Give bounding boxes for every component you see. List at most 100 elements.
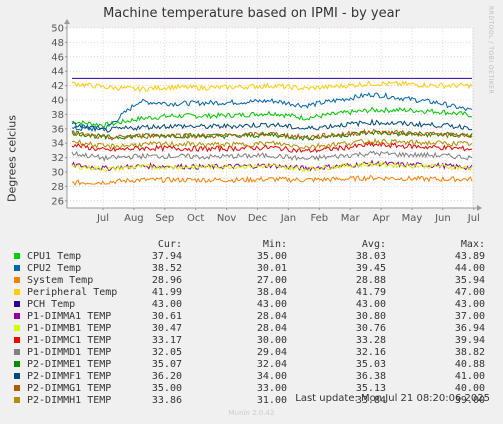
y-tick-label: 48: [51, 38, 64, 49]
legend-swatch: [14, 289, 20, 295]
legend-avg-value: 39.45: [355, 263, 386, 274]
legend-row: P2-DIMMH1 TEMP 33.86 31.00 33.84 39.00: [0, 395, 503, 407]
chart-title: Machine temperature based on IPMI - by y…: [103, 6, 400, 21]
legend-max-value: 38.82: [454, 347, 485, 358]
y-tick-label: 28: [51, 182, 64, 193]
x-tick-label: Jun: [434, 213, 451, 224]
legend-avg-value: 36.38: [355, 371, 386, 382]
legend-header-min: Min:: [262, 239, 287, 250]
legend-max-value: 43.89: [454, 251, 485, 262]
legend-swatch: [14, 397, 20, 403]
legend-swatch: [14, 253, 20, 259]
legend-cur-value: 43.00: [151, 299, 182, 310]
legend-avg-value: 33.84: [355, 395, 386, 406]
legend-avg-value: 28.88: [355, 275, 386, 286]
x-tick-label: Mar: [341, 213, 361, 224]
legend-min-value: 35.00: [256, 251, 287, 262]
legend-max-value: 39.94: [454, 335, 485, 346]
legend-cur-value: 33.86: [151, 395, 182, 406]
legend-cur-value: 35.00: [151, 383, 182, 394]
legend-cur-value: 30.61: [151, 311, 182, 322]
legend-min-value: 31.00: [256, 395, 287, 406]
legend-swatch: [14, 361, 20, 367]
legend-row: P1-DIMMD1 TEMP 32.05 29.04 32.16 38.82: [0, 347, 503, 359]
legend-min-value: 29.04: [256, 347, 287, 358]
legend-cur-value: 38.52: [151, 263, 182, 274]
legend-cur-value: 37.94: [151, 251, 182, 262]
legend-series-name: P1-DIMMA1 TEMP: [27, 311, 112, 322]
y-tick-label: 36: [51, 124, 64, 135]
series-line-p1-dimmd1-temp: [71, 150, 473, 162]
series-line-p2-dimmh1-temp: [71, 137, 473, 151]
legend-series-name: P2-DIMMF1 TEMP: [27, 371, 112, 382]
legend-swatch: [14, 349, 20, 355]
legend-min-value: 38.04: [256, 287, 287, 298]
x-tick-label: Oct: [187, 213, 204, 224]
series-line-cpu2-temp: [71, 92, 473, 132]
y-tick-label: 32: [51, 153, 64, 164]
legend-swatch: [14, 313, 20, 319]
series-line-cpu1-temp: [71, 106, 473, 129]
legend-min-value: 30.00: [256, 335, 287, 346]
legend-series-name: P2-DIMMG1 TEMP: [27, 383, 112, 394]
legend-max-value: 40.00: [454, 383, 485, 394]
legend-max-value: 43.00: [454, 299, 485, 310]
series-line-peripheral-temp: [71, 80, 473, 93]
legend-series-name: PCH Temp: [27, 299, 76, 310]
legend-avg-value: 32.16: [355, 347, 386, 358]
legend-row: Peripheral Temp 41.99 38.04 41.79 47.00: [0, 287, 503, 299]
legend-cur-value: 33.17: [151, 335, 182, 346]
x-tick-label: May: [402, 213, 423, 224]
legend-series-name: P1-DIMMD1 TEMP: [27, 347, 112, 358]
legend-min-value: 27.00: [256, 275, 287, 286]
legend-row: PCH Temp 43.00 43.00 43.00 43.00: [0, 299, 503, 311]
x-tick-label: Jul: [96, 213, 109, 224]
rrdtool-watermark: RRDTOOL / TOBI OETIKER: [487, 6, 494, 95]
legend-header-max: Max:: [460, 239, 485, 250]
legend-max-value: 37.00: [454, 311, 485, 322]
legend-series-name: System Temp: [27, 275, 94, 286]
legend-min-value: 28.04: [256, 323, 287, 334]
legend-max-value: 47.00: [454, 287, 485, 298]
legend-series-name: CPU2 Temp: [27, 263, 82, 274]
series-line-p2-dimmg1-temp: [71, 128, 473, 141]
legend-row: System Temp 28.96 27.00 28.88 35.94: [0, 275, 503, 287]
legend-avg-value: 30.76: [355, 323, 386, 334]
legend-max-value: 36.94: [454, 323, 485, 334]
legend-row: CPU2 Temp 38.52 30.01 39.45 44.00: [0, 263, 503, 275]
x-axis-arrow: [477, 205, 482, 211]
x-tick-label: Dec: [248, 213, 267, 224]
x-tick-label: Feb: [310, 213, 328, 224]
legend-row: P1-DIMMC1 TEMP 33.17 30.00 33.28 39.94: [0, 335, 503, 347]
y-tick-label: 46: [51, 52, 64, 63]
legend-series-name: P2-DIMME1 TEMP: [27, 359, 112, 370]
last-update: Last update: Mon Jul 21 08:20:06 2025: [295, 393, 490, 404]
legend-header-avg: Avg:: [361, 239, 386, 250]
x-tick-label: Aug: [124, 213, 144, 224]
legend-row: P1-DIMMB1 TEMP 30.47 28.04 30.76 36.94: [0, 323, 503, 335]
legend-row: P2-DIMMG1 TEMP 35.00 33.00 35.13 40.00: [0, 383, 503, 395]
legend-swatch: [14, 301, 20, 307]
x-tick-label: Jul: [467, 213, 480, 224]
legend-max-value: 41.00: [454, 371, 485, 382]
y-tick-label: 40: [51, 96, 64, 107]
legend-max-value: 40.88: [454, 359, 485, 370]
legend-min-value: 33.00: [256, 383, 287, 394]
legend-series-name: CPU1 Temp: [27, 251, 82, 262]
legend-series-name: Peripheral Temp: [27, 287, 118, 298]
legend-min-value: 32.04: [256, 359, 287, 370]
legend-avg-value: 35.13: [355, 383, 386, 394]
legend-avg-value: 33.28: [355, 335, 386, 346]
series-line-system-temp: [71, 174, 473, 187]
legend-series-name: P2-DIMMH1 TEMP: [27, 395, 112, 406]
series-line-p1-dimmc1-temp: [71, 141, 473, 154]
legend-cur-value: 30.47: [151, 323, 182, 334]
legend-series-name: P1-DIMMC1 TEMP: [27, 335, 112, 346]
y-tick-label: 26: [51, 196, 64, 207]
munin-version: Munin 2.0.42: [228, 409, 275, 417]
legend-min-value: 30.01: [256, 263, 287, 274]
x-tick-label: Jan: [280, 213, 296, 224]
legend-swatch: [14, 337, 20, 343]
x-tick-label: Apr: [372, 213, 390, 224]
